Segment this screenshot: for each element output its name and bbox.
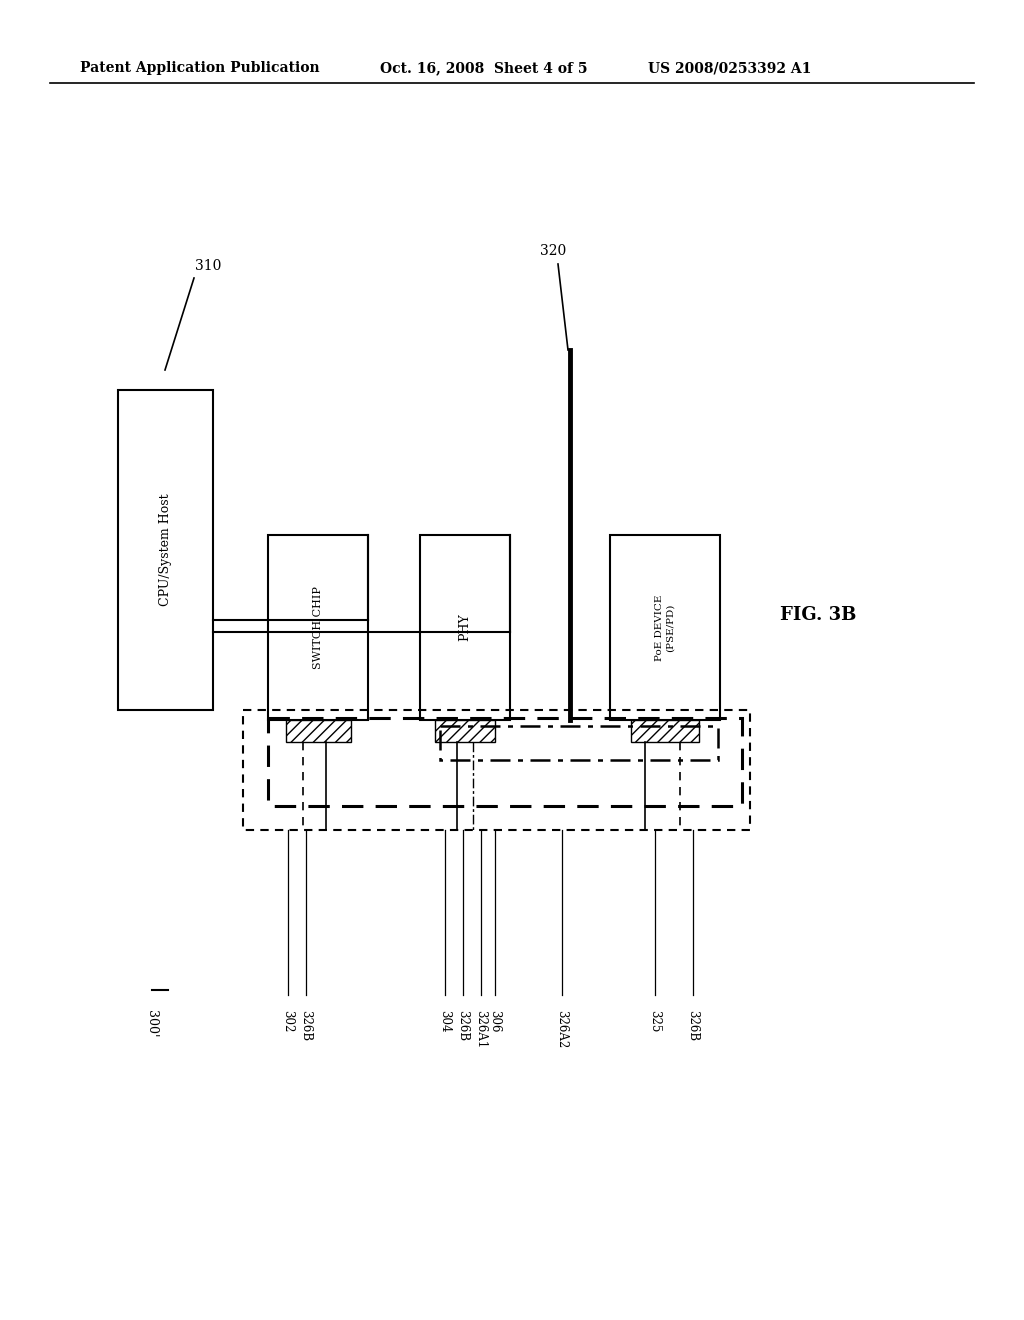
FancyBboxPatch shape: [268, 535, 368, 719]
Text: 306: 306: [488, 1010, 502, 1032]
FancyBboxPatch shape: [610, 535, 720, 719]
Text: 304: 304: [438, 1010, 452, 1032]
Text: SWITCH CHIP: SWITCH CHIP: [313, 586, 323, 669]
Text: 320: 320: [540, 244, 566, 257]
Text: 310: 310: [195, 259, 221, 273]
FancyBboxPatch shape: [118, 389, 213, 710]
Text: 302: 302: [282, 1010, 295, 1032]
Bar: [440, 726, 718, 760]
Text: FIG. 3B: FIG. 3B: [780, 606, 856, 624]
Text: 326B: 326B: [686, 1010, 699, 1041]
Bar: [435, 719, 495, 742]
Bar: [268, 718, 742, 807]
Text: 326B: 326B: [299, 1010, 312, 1041]
Text: US 2008/0253392 A1: US 2008/0253392 A1: [648, 61, 811, 75]
Bar: [286, 719, 350, 742]
Text: PHY: PHY: [459, 614, 471, 642]
Text: 300': 300': [145, 1010, 158, 1038]
Text: 325: 325: [648, 1010, 662, 1032]
Text: Oct. 16, 2008  Sheet 4 of 5: Oct. 16, 2008 Sheet 4 of 5: [380, 61, 588, 75]
Bar: [243, 710, 750, 830]
Text: Patent Application Publication: Patent Application Publication: [80, 61, 319, 75]
Text: 326A1: 326A1: [474, 1010, 487, 1048]
Text: 326B: 326B: [457, 1010, 469, 1041]
Bar: [631, 719, 699, 742]
Text: PoE DEVICE
(PSE/PD): PoE DEVICE (PSE/PD): [655, 594, 675, 661]
Text: CPU/System Host: CPU/System Host: [159, 494, 172, 606]
FancyBboxPatch shape: [420, 535, 510, 719]
Text: 326A2: 326A2: [555, 1010, 568, 1048]
